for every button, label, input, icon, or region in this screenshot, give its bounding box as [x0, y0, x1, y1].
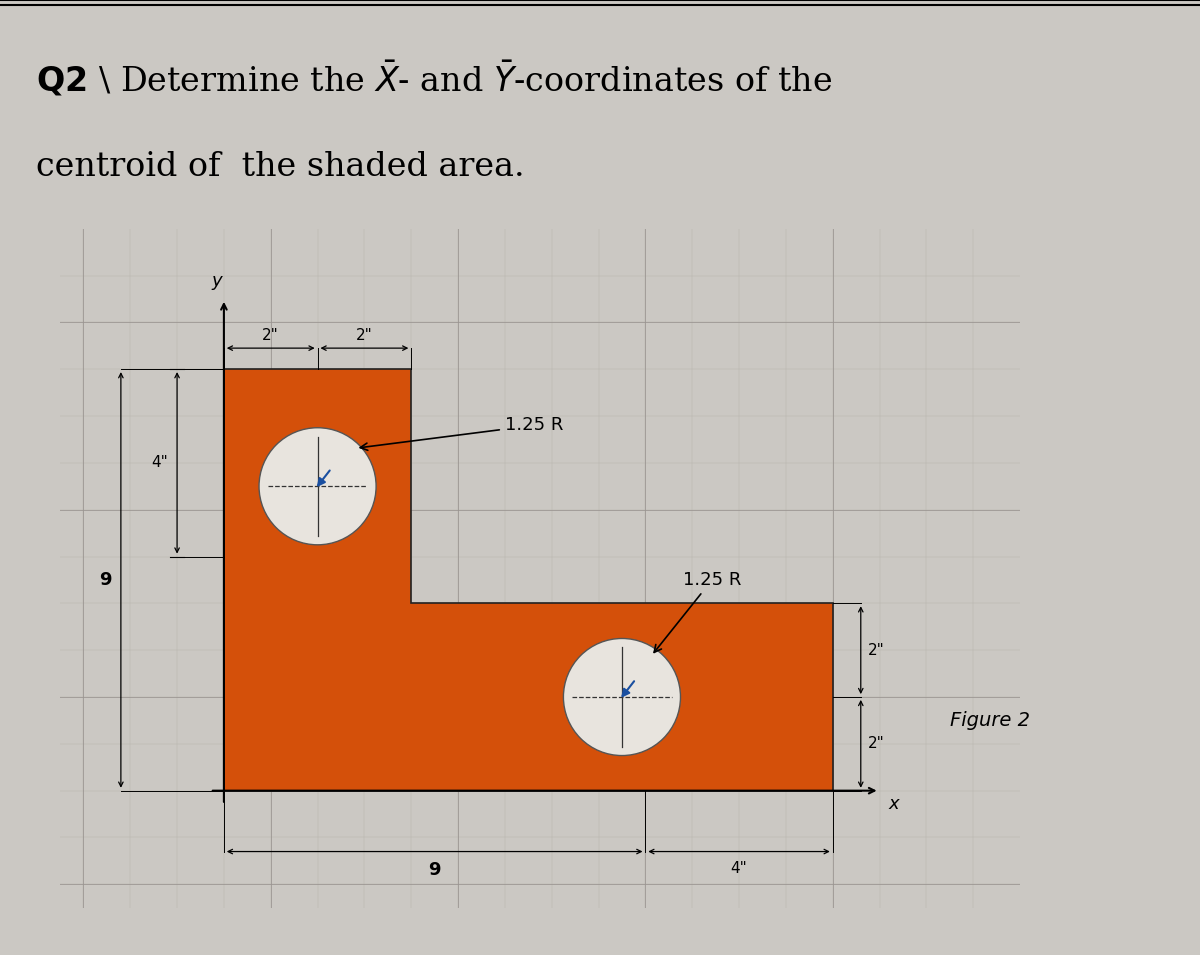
- Text: 1.25 R: 1.25 R: [360, 416, 563, 451]
- Text: 2": 2": [868, 643, 884, 658]
- Circle shape: [564, 639, 680, 755]
- Text: 2": 2": [356, 328, 373, 343]
- Text: 4": 4": [151, 456, 168, 471]
- Text: Figure 2: Figure 2: [949, 711, 1030, 730]
- Text: 4": 4": [731, 860, 748, 876]
- Text: 9: 9: [428, 860, 440, 879]
- Text: 2": 2": [868, 736, 884, 752]
- Text: 2": 2": [263, 328, 280, 343]
- Text: $\mathbf{Q2}$ \ Determine the $\bar{X}$- and $\bar{Y}$-coordinates of the: $\mathbf{Q2}$ \ Determine the $\bar{X}$-…: [36, 59, 832, 98]
- Text: centroid of  the shaded area.: centroid of the shaded area.: [36, 151, 524, 183]
- Polygon shape: [224, 370, 833, 791]
- Text: 9: 9: [100, 571, 112, 589]
- Text: 1.25 R: 1.25 R: [654, 571, 742, 652]
- Text: x: x: [889, 796, 900, 814]
- Circle shape: [259, 428, 376, 544]
- Text: y: y: [211, 271, 222, 289]
